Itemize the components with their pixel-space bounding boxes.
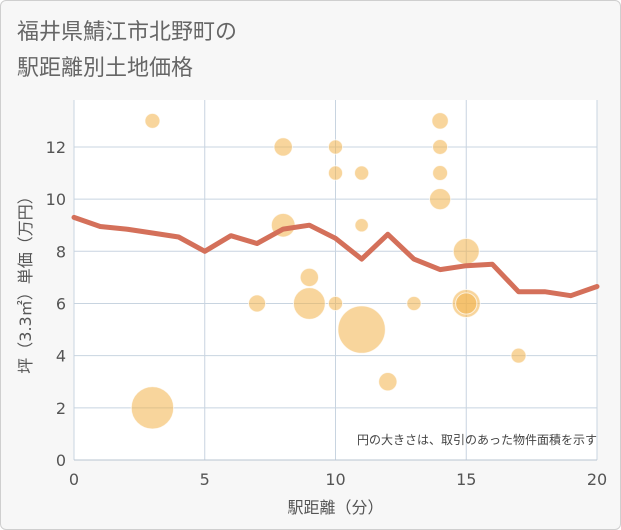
x-axis-label: 駅距離（分） bbox=[287, 498, 383, 517]
bubble-point-22 bbox=[354, 218, 369, 233]
y-tick-label-0: 0 bbox=[56, 451, 66, 470]
bubble-point-1 bbox=[130, 386, 175, 430]
grid-lines bbox=[73, 100, 598, 461]
x-tick-label-3: 15 bbox=[456, 470, 476, 489]
y-tick-label-5: 10 bbox=[46, 190, 66, 209]
bubble-point-8 bbox=[273, 137, 293, 157]
bubble-point-21 bbox=[406, 295, 422, 312]
bubble-point-0 bbox=[337, 305, 386, 354]
bubble-point-2 bbox=[292, 287, 326, 320]
bubble-point-20 bbox=[354, 165, 370, 181]
bubble-point-4 bbox=[452, 237, 480, 265]
chart-title-line-2: 駅距離別土地価格 bbox=[17, 56, 193, 81]
bubble-point-10 bbox=[378, 372, 398, 392]
y-tick-label-2: 4 bbox=[56, 347, 66, 366]
bubble-point-13 bbox=[144, 112, 161, 129]
bubble-point-15 bbox=[432, 165, 449, 182]
bubble-layer bbox=[130, 112, 527, 430]
tick-labels: 0 5 10 15 20 0 2 4 6 8 10 12 bbox=[46, 138, 608, 489]
bubble-point-17 bbox=[327, 139, 344, 155]
bubble-size-note: 円の大きさは、取引のあった物件面積を示す bbox=[357, 432, 597, 447]
x-tick-label-0: 0 bbox=[69, 470, 79, 489]
bubble-point-14 bbox=[432, 138, 449, 155]
y-tick-label-4: 8 bbox=[56, 242, 66, 261]
trend-line bbox=[71, 214, 600, 299]
bubble-point-19 bbox=[327, 295, 344, 312]
bubble-point-16 bbox=[510, 347, 527, 364]
trend-line-layer bbox=[71, 214, 600, 299]
x-tick-label-2: 10 bbox=[325, 470, 345, 489]
x-tick-label-1: 5 bbox=[200, 470, 210, 489]
bubble-point-9 bbox=[299, 267, 320, 288]
bubble-point-18 bbox=[327, 165, 344, 181]
bubble-point-11 bbox=[247, 294, 267, 313]
bubble-point-7 bbox=[455, 292, 478, 315]
x-tick-label-4: 20 bbox=[587, 470, 607, 489]
y-tick-label-3: 6 bbox=[56, 294, 66, 313]
y-axis-label: 坪（3.3㎡）単価（万円） bbox=[16, 188, 35, 373]
y-tick-label-1: 2 bbox=[56, 399, 66, 418]
y-tick-label-6: 12 bbox=[46, 138, 66, 157]
bubble-point-6 bbox=[428, 188, 452, 211]
chart-title-line-1: 福井県鯖江市北野町の bbox=[17, 20, 237, 45]
bubble-point-12 bbox=[431, 112, 449, 130]
